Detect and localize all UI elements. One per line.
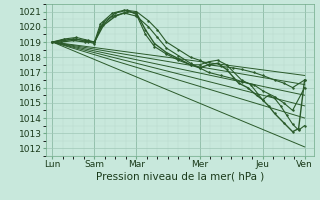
X-axis label: Pression niveau de la mer( hPa ): Pression niveau de la mer( hPa ) <box>96 172 264 182</box>
